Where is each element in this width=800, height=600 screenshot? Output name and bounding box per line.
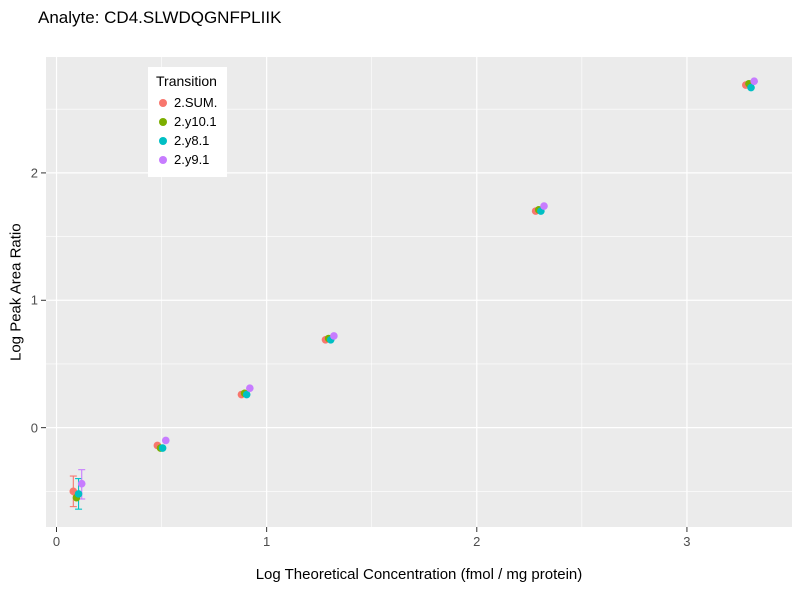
data-point (77, 479, 86, 488)
data-point (750, 77, 758, 86)
legend-item: 2.y9.1 (156, 150, 217, 169)
data-point (540, 202, 548, 210)
legend-item: 2.y8.1 (156, 131, 217, 150)
legend-item-label: 2.SUM. (174, 95, 218, 110)
data-point (74, 490, 83, 498)
legend-item-label: 2.y10.1 (174, 114, 217, 129)
data-point (747, 83, 755, 92)
data-point (158, 444, 167, 452)
data-point (246, 384, 254, 392)
legend-key-dot (159, 136, 167, 145)
legend-item: 2.y10.1 (156, 112, 217, 131)
legend-item-label: 2.y8.1 (174, 133, 210, 148)
data-point (330, 332, 338, 340)
legend-key-dot (159, 117, 167, 126)
data-point (161, 436, 170, 445)
y-tick-label: 1 (30, 292, 38, 308)
y-tick-label: 0 (30, 420, 38, 436)
x-tick-label: 2 (473, 534, 481, 549)
legend-item: 2.SUM. (156, 93, 217, 112)
legend-title: Transition (156, 73, 217, 89)
plot-title: Analyte: CD4.SLWDQGNFPLIIK (38, 8, 282, 27)
x-tick-label: 3 (683, 534, 691, 549)
legend-key-dot (159, 155, 167, 164)
y-tick-label: 2 (30, 165, 38, 181)
legend-item-label: 2.y9.1 (174, 152, 210, 167)
x-tick-label: 1 (263, 534, 271, 549)
x-tick-label: 0 (52, 534, 61, 549)
data-point (242, 390, 251, 399)
legend-key-dot (159, 98, 167, 107)
x-axis-title: Log Theoretical Concentration (fmol / mg… (255, 566, 583, 583)
legend: Transition 2.SUM. 2.y10.1 2.y8.1 2.y9.1 (148, 67, 228, 177)
